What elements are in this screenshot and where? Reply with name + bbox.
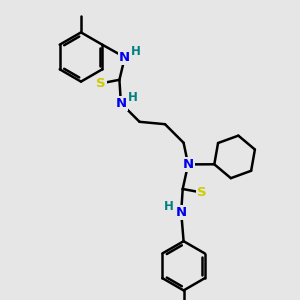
- Text: H: H: [131, 45, 141, 58]
- Text: N: N: [115, 97, 127, 110]
- Text: N: N: [176, 206, 187, 219]
- Text: S: S: [96, 77, 106, 90]
- Text: S: S: [197, 186, 207, 199]
- Text: H: H: [128, 91, 138, 104]
- Text: N: N: [182, 158, 194, 171]
- Text: N: N: [119, 51, 130, 64]
- Text: H: H: [164, 200, 173, 214]
